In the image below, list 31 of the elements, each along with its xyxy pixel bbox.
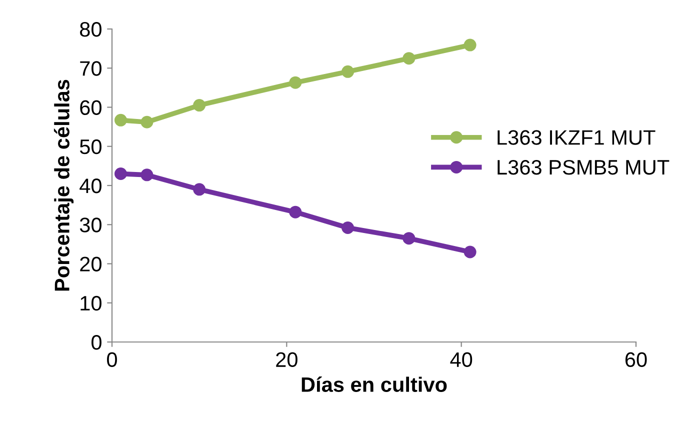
- point: [289, 76, 302, 89]
- y-axis-title: Porcentaje de células: [54, 80, 74, 291]
- y-tick-label: 70: [80, 61, 102, 76]
- point: [193, 183, 206, 196]
- y-tick-label: 40: [80, 178, 102, 194]
- point: [140, 116, 154, 128]
- x-axis-title: Días en cultivo: [302, 376, 447, 392]
- legend-label: L363 IKZF1 MUT: [498, 130, 656, 145]
- point: [402, 232, 416, 245]
- point: [402, 52, 416, 65]
- x-tick-label: 40: [450, 352, 472, 368]
- point: [342, 222, 354, 234]
- x-tick-label: 60: [625, 352, 647, 368]
- y-tick-label: 20: [80, 256, 102, 272]
- point: [114, 168, 127, 180]
- y-tick-label: 50: [80, 139, 102, 154]
- y-tick-label: 0: [92, 335, 102, 350]
- point: [289, 206, 302, 218]
- y-tick-label: 10: [80, 296, 102, 311]
- point: [464, 38, 476, 52]
- y-tick-label: 60: [80, 100, 102, 116]
- point: [464, 246, 476, 258]
- x-tick-label: 0: [107, 352, 117, 368]
- x-tick-label: 20: [276, 352, 298, 368]
- point: [140, 168, 154, 182]
- point: [114, 114, 127, 126]
- y-tick-label: 80: [80, 22, 102, 37]
- point: [193, 99, 206, 112]
- y-tick-label: 30: [80, 218, 102, 232]
- legend-label: L363 PSMB5 MUT: [498, 160, 670, 175]
- point: [342, 65, 354, 78]
